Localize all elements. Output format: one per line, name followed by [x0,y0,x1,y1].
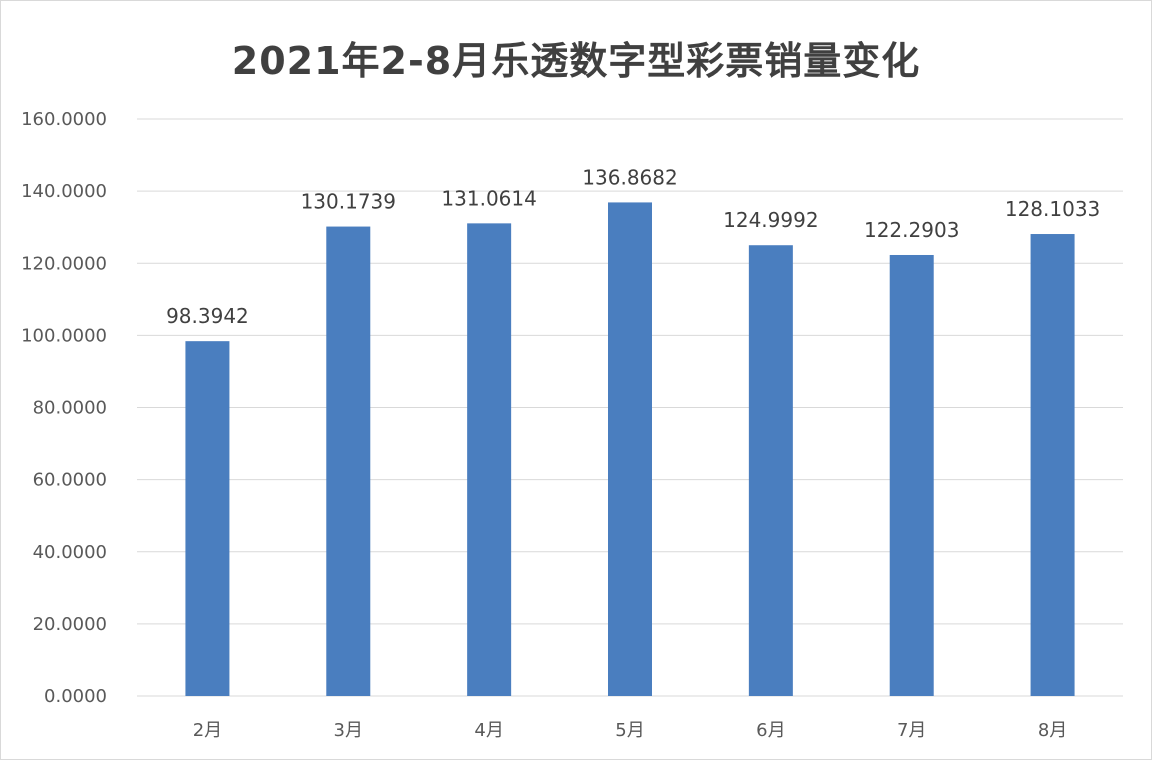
bar [467,223,512,696]
x-axis-ticks: 2月 3月 4月 5月 6月 7月 8月 [193,720,1068,741]
y-tick-label: 0.0000 [44,686,107,707]
data-label: 136.8682 [582,165,677,189]
x-tick-label: 8月 [1038,720,1067,741]
y-tick-label: 80.0000 [33,398,107,419]
bar [608,202,652,696]
y-axis-ticks: 0.0000 20.0000 40.0000 60.0000 80.0000 100.00… [21,109,107,707]
x-tick-label: 2月 [193,720,222,741]
x-tick-label: 3月 [334,720,363,741]
data-labels: 98.3942 130.1739 131.0614 136.8682 124.9992 1… [166,165,1100,328]
data-label: 131.0614 [441,186,536,210]
chart-title: 2021年2-8月乐透数字型彩票销量变化 [231,39,921,83]
x-tick-label: 5月 [615,720,644,741]
bars [185,202,1075,697]
bar [326,226,371,697]
bar [1030,234,1075,697]
data-label: 130.1739 [301,190,396,214]
y-tick-label: 120.0000 [21,253,107,274]
data-label: 124.9992 [723,208,818,232]
y-tick-label: 60.0000 [33,470,107,491]
x-tick-label: 6月 [756,720,785,741]
data-label: 98.3942 [166,304,249,328]
bar [889,254,934,696]
bar [748,245,793,697]
y-tick-label: 140.0000 [21,181,107,202]
x-tick-label: 4月 [474,720,503,741]
y-tick-label: 20.0000 [33,614,107,635]
y-tick-label: 160.0000 [21,109,107,130]
x-tick-label: 7月 [897,720,926,741]
bar [185,341,230,696]
data-label: 128.1033 [1005,197,1100,221]
data-label: 122.2903 [864,218,959,242]
y-tick-label: 40.0000 [33,542,107,563]
y-tick-label: 100.0000 [21,325,107,346]
